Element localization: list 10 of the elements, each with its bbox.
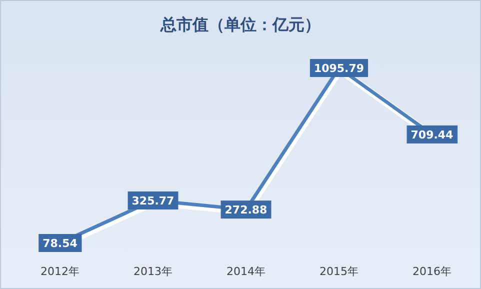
data-label: 709.44	[410, 128, 454, 142]
x-tick-label: 2015年	[320, 264, 358, 278]
data-label: 1095.79	[314, 62, 364, 75]
chart-title: 总市值（单位：亿元）	[160, 15, 320, 34]
data-label: 272.88	[224, 203, 268, 216]
x-tick-label: 2016年	[412, 264, 452, 278]
x-tick-label: 2014年	[226, 264, 266, 278]
data-label: 325.77	[132, 194, 174, 208]
x-tick-label: 2012年	[40, 264, 80, 278]
x-tick-label: 2013年	[134, 264, 172, 278]
